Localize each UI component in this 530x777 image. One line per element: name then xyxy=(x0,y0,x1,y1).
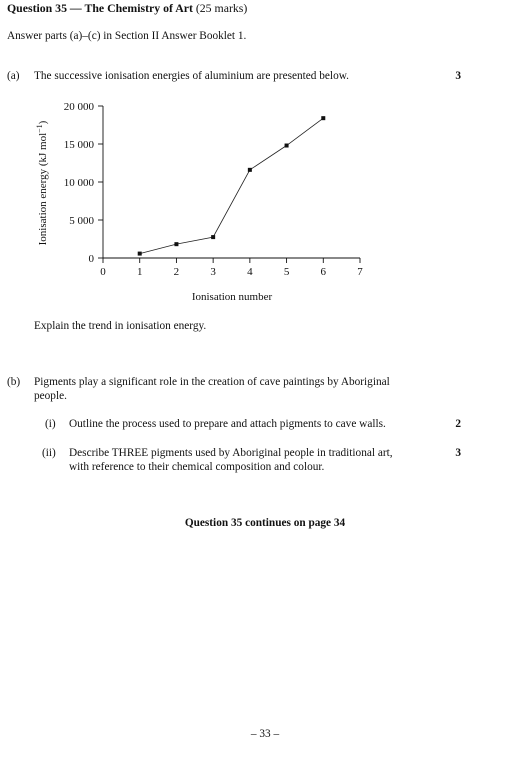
y-axis-label-close: ) xyxy=(37,120,49,124)
x-tick-label: 7 xyxy=(357,266,363,278)
data-point xyxy=(284,143,289,148)
part-b-text-line1: Pigments play a significant role in the … xyxy=(34,376,390,388)
part-b-ii-marks: 3 xyxy=(455,447,461,459)
x-tick-label: 4 xyxy=(247,266,253,278)
data-point xyxy=(211,235,216,240)
ionisation-energy-chart: Ionisation energy (kJ mol−1) 0 1 2 3 4 5 6 7 0 5 … xyxy=(35,101,364,303)
question-marks-total: (25 marks) xyxy=(195,1,248,15)
y-tick-label: 20 000 xyxy=(64,101,95,113)
part-b-ii-text-line1: Describe THREE pigments used by Aborigin… xyxy=(69,447,393,459)
part-b-label: (b) xyxy=(7,376,21,388)
answer-instruction: Answer parts (a)–(c) in Section II Answe… xyxy=(7,30,247,42)
part-b-text-line2: people. xyxy=(34,390,67,402)
part-b-i-text: Outline the process used to prepare and … xyxy=(69,418,386,430)
chart-axes: 0 1 2 3 4 5 6 7 0 5 000 10 000 15 000 20 000 xyxy=(64,101,364,278)
y-axis-label: Ionisation energy (kJ mol−1) xyxy=(35,120,49,245)
x-tick-label: 6 xyxy=(321,266,327,278)
continues-note: Question 35 continues on page 34 xyxy=(184,517,346,529)
y-axis-label-main: Ionisation energy (kJ mol xyxy=(37,133,49,246)
part-a-text: The successive ionisation energies of al… xyxy=(34,70,349,82)
y-tick-label: 10 000 xyxy=(64,177,95,189)
x-tick-label: 1 xyxy=(137,266,143,278)
y-tick-label: 15 000 xyxy=(64,139,95,151)
question-title: Question 35 — The Chemistry of Art xyxy=(7,1,193,15)
chart-marks xyxy=(137,116,326,256)
part-b-i-marks: 2 xyxy=(455,418,461,430)
x-tick-label: 3 xyxy=(210,266,216,278)
data-point xyxy=(247,167,252,172)
x-axis-label: Ionisation number xyxy=(192,291,273,303)
data-point xyxy=(321,116,326,121)
data-point xyxy=(137,251,142,256)
y-axis-label-superscript: −1 xyxy=(35,124,44,133)
y-tick-label: 0 xyxy=(89,253,95,265)
part-a-prompt: Explain the trend in ionisation energy. xyxy=(34,320,207,332)
part-b-ii-label: (ii) xyxy=(42,447,56,459)
series-line xyxy=(139,117,324,254)
part-a-marks: 3 xyxy=(455,70,461,82)
part-a-label: (a) xyxy=(7,70,20,82)
data-point xyxy=(174,242,179,247)
question-heading: Question 35 — The Chemistry of Art (25 m… xyxy=(7,1,247,15)
part-b-i-label: (i) xyxy=(45,418,56,430)
x-tick-label: 2 xyxy=(174,266,180,278)
page-number: – 33 – xyxy=(250,728,280,740)
x-tick-label: 5 xyxy=(284,266,290,278)
y-tick-label: 5 000 xyxy=(69,215,94,227)
x-tick-label: 0 xyxy=(100,266,106,278)
part-b-ii-text-line2: with reference to their chemical composi… xyxy=(69,461,325,473)
